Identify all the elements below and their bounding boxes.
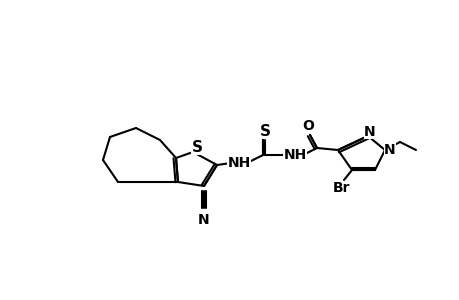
Text: N: N [364, 125, 375, 139]
Text: S: S [259, 124, 270, 139]
Text: NH: NH [283, 148, 306, 162]
Text: N: N [198, 213, 209, 227]
Text: NH: NH [227, 156, 250, 170]
Text: Br: Br [332, 181, 350, 195]
Text: N: N [383, 143, 395, 157]
Text: O: O [302, 119, 313, 133]
Text: S: S [191, 140, 202, 154]
